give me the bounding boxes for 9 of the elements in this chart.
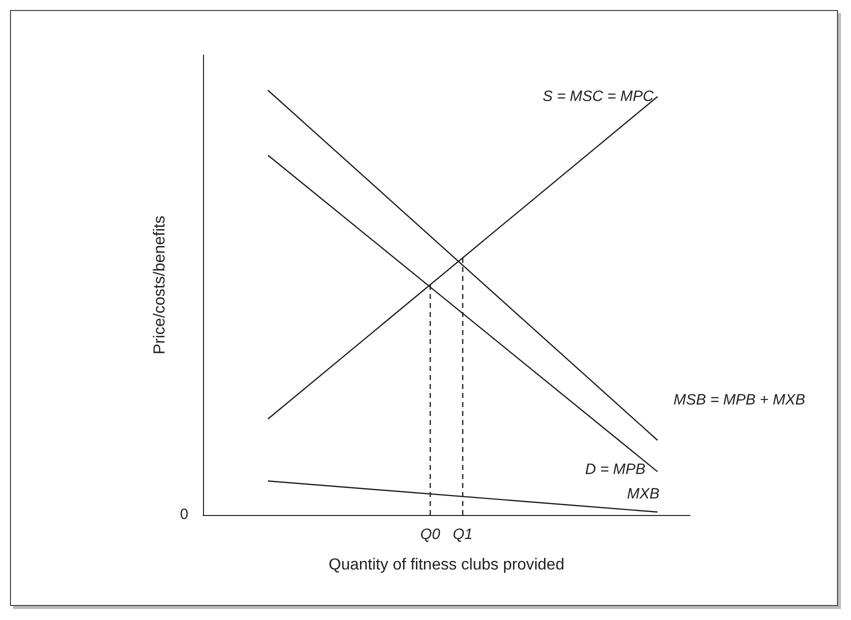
x-tick-label: Q1 bbox=[452, 526, 473, 543]
x-axis-title: Quantity of fitness clubs provided bbox=[328, 556, 564, 574]
series-label: MXB bbox=[627, 486, 660, 503]
series-label: S = MSC = MPC bbox=[542, 88, 654, 106]
text: 0 bbox=[180, 506, 188, 523]
series-label: D = MPB bbox=[585, 461, 646, 478]
y-axis-title: Price/costs/benefits bbox=[152, 216, 168, 354]
x-tick-label: Q0 bbox=[420, 526, 441, 543]
text: MSB = MPB + MXB bbox=[674, 392, 806, 409]
